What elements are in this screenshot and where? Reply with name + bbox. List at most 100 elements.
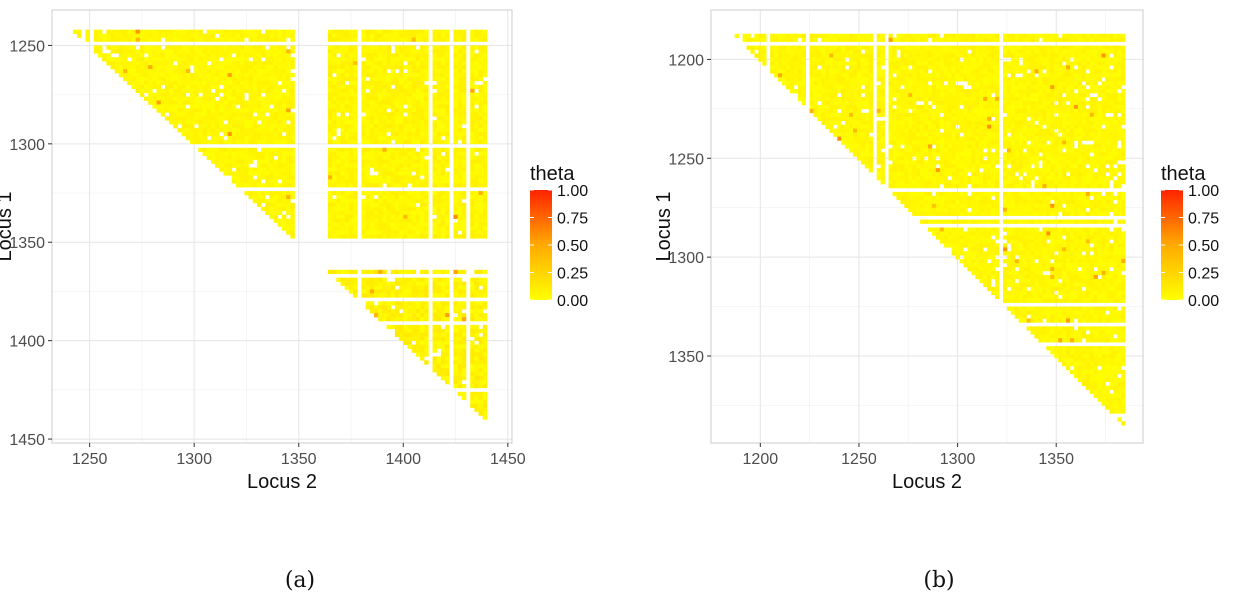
heatmap-cell	[240, 167, 244, 171]
heatmap-cell	[332, 128, 336, 132]
heatmap-cell	[474, 408, 478, 412]
heatmap-cell	[1003, 85, 1007, 89]
heatmap-cell	[1011, 89, 1015, 93]
heatmap-cell	[453, 61, 457, 65]
heatmap-cell	[810, 105, 814, 109]
heatmap-cell	[995, 34, 999, 38]
heatmap-cell	[177, 101, 181, 105]
heatmap-cell	[282, 219, 286, 223]
heatmap-cell	[341, 53, 345, 57]
heatmap-cell	[374, 215, 378, 219]
heatmap-cell	[387, 282, 391, 286]
heatmap-cell	[341, 282, 345, 286]
heatmap-cell	[445, 57, 449, 61]
heatmap-cell	[391, 164, 395, 168]
heatmap-cell	[983, 85, 987, 89]
heatmap-cell	[249, 179, 253, 183]
heatmap-cell	[274, 136, 278, 140]
heatmap-cell	[904, 61, 908, 65]
heatmap-cell	[395, 195, 399, 199]
heatmap-cell	[762, 34, 766, 38]
heatmap-cell	[269, 215, 273, 219]
heatmap-cell	[378, 124, 382, 128]
heatmap-cell	[240, 93, 244, 97]
heatmap-cell	[483, 140, 487, 144]
heatmap-cell	[483, 207, 487, 211]
heatmap-cell	[1062, 105, 1066, 109]
heatmap-cell	[908, 85, 912, 89]
heatmap-cell	[1046, 61, 1050, 65]
heatmap-cell	[1027, 105, 1031, 109]
heatmap-cell	[278, 38, 282, 42]
heatmap-cell	[462, 191, 466, 195]
heatmap-cell	[869, 65, 873, 69]
heatmap-cell	[215, 108, 219, 112]
heatmap-cell	[345, 227, 349, 231]
heatmap-cell	[282, 167, 286, 171]
heatmap-cell	[182, 104, 186, 108]
heatmap-cell	[441, 364, 445, 368]
heatmap-cell	[232, 175, 236, 179]
heatmap-cell	[458, 179, 462, 183]
heatmap-cell	[332, 219, 336, 223]
heatmap-cell	[474, 171, 478, 175]
heatmap-cell	[253, 53, 257, 57]
heatmap-cell	[420, 309, 424, 313]
heatmap-cell	[290, 93, 294, 97]
heatmap-cell	[169, 65, 173, 69]
heatmap-cell	[920, 85, 924, 89]
heatmap-cell	[232, 49, 236, 53]
heatmap-cell	[278, 49, 282, 53]
legend-title: theta	[530, 163, 575, 185]
heatmap-cell	[236, 167, 240, 171]
heatmap-cell	[403, 215, 407, 219]
heatmap-cell	[445, 207, 449, 211]
heatmap-cell	[165, 77, 169, 81]
heatmap-cell	[483, 89, 487, 93]
heatmap-cell	[474, 97, 478, 101]
heatmap-cell	[257, 69, 261, 73]
heatmap-cell	[420, 171, 424, 175]
heatmap-cell	[1066, 50, 1070, 54]
heatmap-cell	[453, 372, 457, 376]
heatmap-cell	[991, 38, 995, 42]
heatmap-cell	[818, 73, 822, 77]
heatmap-cell	[203, 69, 207, 73]
heatmap-cell	[857, 54, 861, 58]
heatmap-cell	[416, 128, 420, 132]
heatmap-cell	[818, 81, 822, 85]
heatmap-cell	[810, 54, 814, 58]
heatmap-cell	[198, 73, 202, 77]
heatmap-cell	[1027, 50, 1031, 54]
heatmap-cell	[424, 132, 428, 136]
heatmap-cell	[433, 345, 437, 349]
heatmap-cell	[1031, 97, 1035, 101]
heatmap-cell	[825, 46, 829, 50]
heatmap-cell	[269, 152, 273, 156]
heatmap-cell	[782, 65, 786, 69]
heatmap-cell	[445, 203, 449, 207]
heatmap-cell	[349, 85, 353, 89]
heatmap-cell	[269, 49, 273, 53]
heatmap-cell	[474, 175, 478, 179]
heatmap-cell	[265, 179, 269, 183]
heatmap-cell	[332, 61, 336, 65]
heatmap-cell	[207, 112, 211, 116]
heatmap-cell	[424, 97, 428, 101]
heatmap-cell	[912, 50, 916, 54]
heatmap-cell	[345, 211, 349, 215]
heatmap-cell	[470, 219, 474, 223]
heatmap-cell	[395, 104, 399, 108]
heatmap-cell	[1094, 89, 1098, 93]
heatmap-cell	[403, 175, 407, 179]
heatmap-cell	[353, 171, 357, 175]
heatmap-cell	[207, 57, 211, 61]
heatmap-cell	[353, 195, 357, 199]
heatmap-cell	[1046, 97, 1050, 101]
heatmap-cell	[274, 34, 278, 38]
heatmap-cell	[967, 46, 971, 50]
heatmap-cell	[131, 49, 135, 53]
heatmap-cell	[223, 156, 227, 160]
heatmap-cell	[1082, 105, 1086, 109]
heatmap-cell	[479, 207, 483, 211]
